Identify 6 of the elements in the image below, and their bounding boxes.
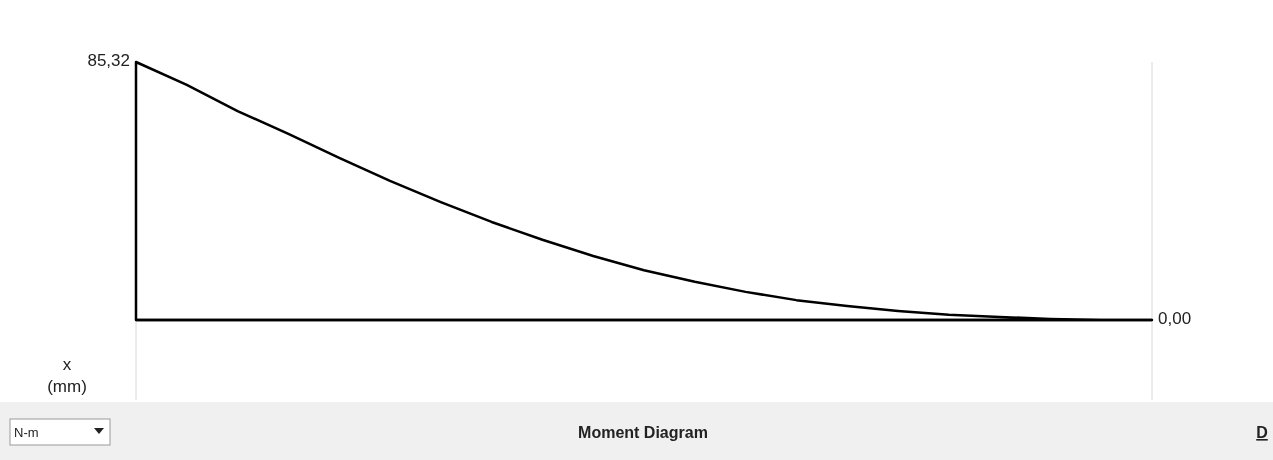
- text: N-m: [14, 425, 39, 440]
- text: D: [1256, 424, 1268, 441]
- x-axis-title: x (mm): [47, 355, 87, 396]
- text: 85,32: [87, 51, 130, 71]
- text: 0,00: [1158, 309, 1192, 329]
- text: Moment Diagram: [578, 424, 708, 441]
